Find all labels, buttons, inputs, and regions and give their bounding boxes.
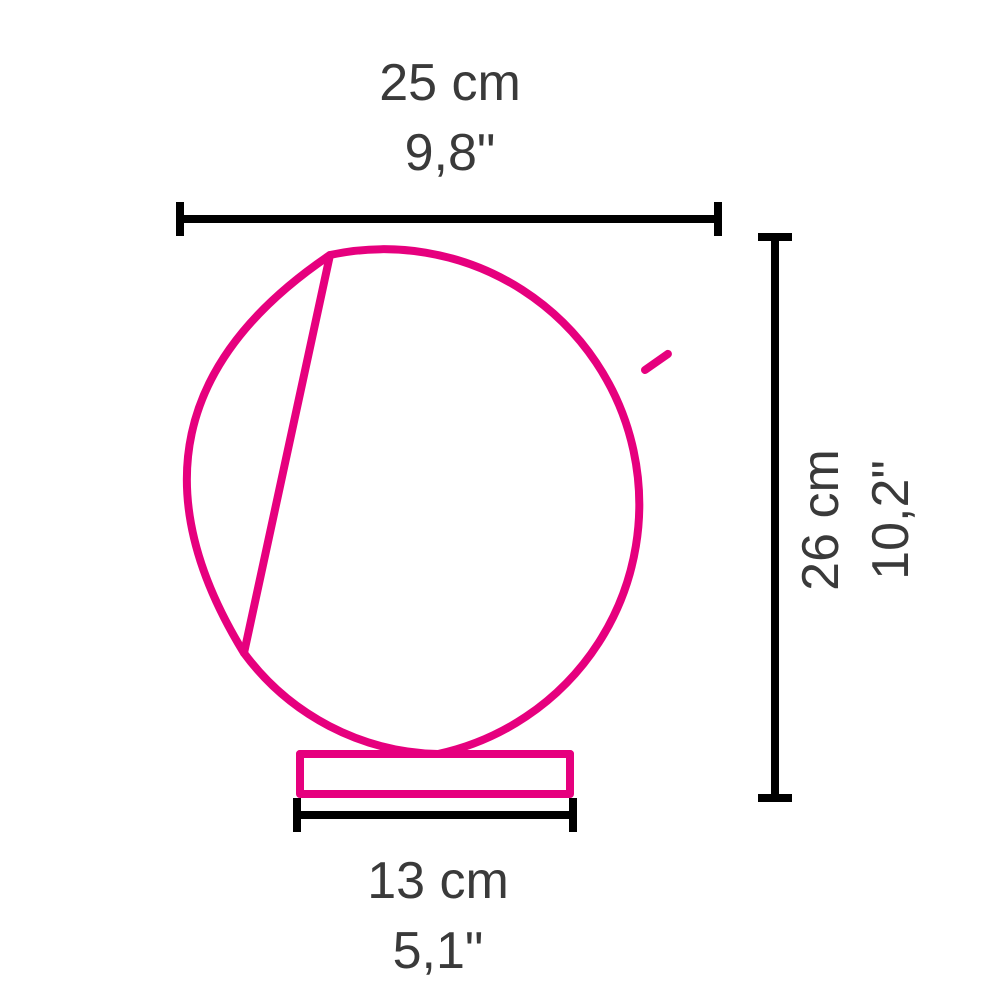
lamp-outline <box>244 249 639 794</box>
bottom-dim-imperial: 5,1" <box>393 922 484 980</box>
lamp-latch <box>645 354 668 370</box>
dimension-diagram: 25 cm 9,8" 13 cm 5,1" 26 cm10,2" <box>0 0 1000 1000</box>
bottom-dim-metric: 13 cm <box>367 852 509 910</box>
right-dim-metric: 26 cm <box>792 449 850 591</box>
top-dim-metric: 25 cm <box>379 54 521 112</box>
top-dim-imperial: 9,8" <box>405 124 496 182</box>
right-dim-imperial: 10,2" <box>862 460 920 580</box>
